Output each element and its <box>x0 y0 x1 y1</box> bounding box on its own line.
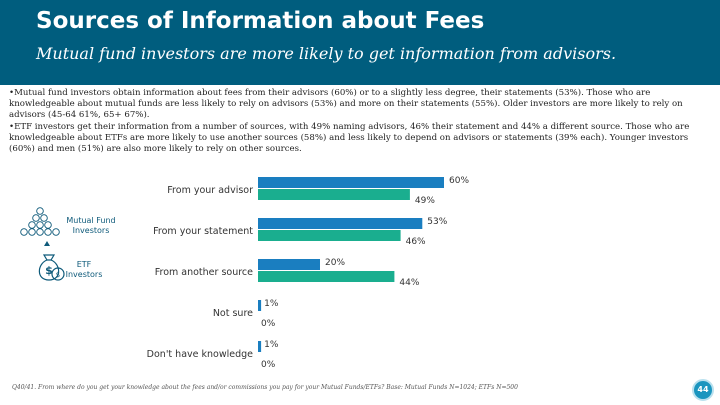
bar-etf <box>258 230 401 241</box>
value-label-mutual-fund: 1% <box>264 340 279 350</box>
mutual-fund-icon <box>20 207 60 246</box>
legend-etfs: ETF Investors <box>65 260 103 279</box>
page-title: Sources of Information about Fees <box>36 8 485 34</box>
etf-money-icon: $ $ <box>38 254 65 281</box>
bar-mutual-fund <box>258 177 444 188</box>
value-label-mutual-fund: 20% <box>325 258 345 268</box>
bar-mutual-fund <box>258 218 423 229</box>
bar-mutual-fund <box>258 341 262 352</box>
value-label-etf: 0% <box>261 319 276 329</box>
value-label-etf: 0% <box>261 360 276 370</box>
value-label-etf: 46% <box>406 237 426 247</box>
category-label: From your advisor <box>167 185 253 196</box>
header-banner: Sources of Information about Fees Mutual… <box>0 0 720 85</box>
value-label-etf: 49% <box>415 196 435 206</box>
category-label: From your statement <box>153 226 253 237</box>
horizontal-bar-chart: From your advisor 60% 49% From your stateme… <box>147 176 470 370</box>
category-label: From another source <box>155 267 253 278</box>
summary-text: •Mutual fund investors obtain informatio… <box>9 88 709 155</box>
value-label-mutual-fund: 1% <box>264 299 279 309</box>
value-label-etf: 44% <box>399 278 419 288</box>
bullet-etfs: •ETF investors get their information fro… <box>9 121 690 155</box>
category-label: Not sure <box>213 308 253 319</box>
bar-mutual-fund <box>258 300 262 311</box>
value-label-mutual-fund: 53% <box>427 217 447 227</box>
bar-etf <box>258 189 410 200</box>
category-label: Don't have knowledge <box>147 349 253 360</box>
bullet-mutual-funds: •Mutual fund investors obtain informatio… <box>9 88 683 121</box>
bar-etf <box>258 271 395 282</box>
legend-mutual-funds: Mutual Fund Investors <box>66 216 116 235</box>
value-label-mutual-fund: 60% <box>449 176 469 186</box>
svg-text:$: $ <box>45 264 53 277</box>
bar-mutual-fund <box>258 259 320 270</box>
svg-text:$: $ <box>56 271 60 279</box>
page-subtitle: Mutual fund investors are more likely to… <box>36 44 617 63</box>
footnote: Q40/41. From where do you get your knowl… <box>12 384 518 391</box>
page-number-badge: 44 <box>692 379 714 401</box>
